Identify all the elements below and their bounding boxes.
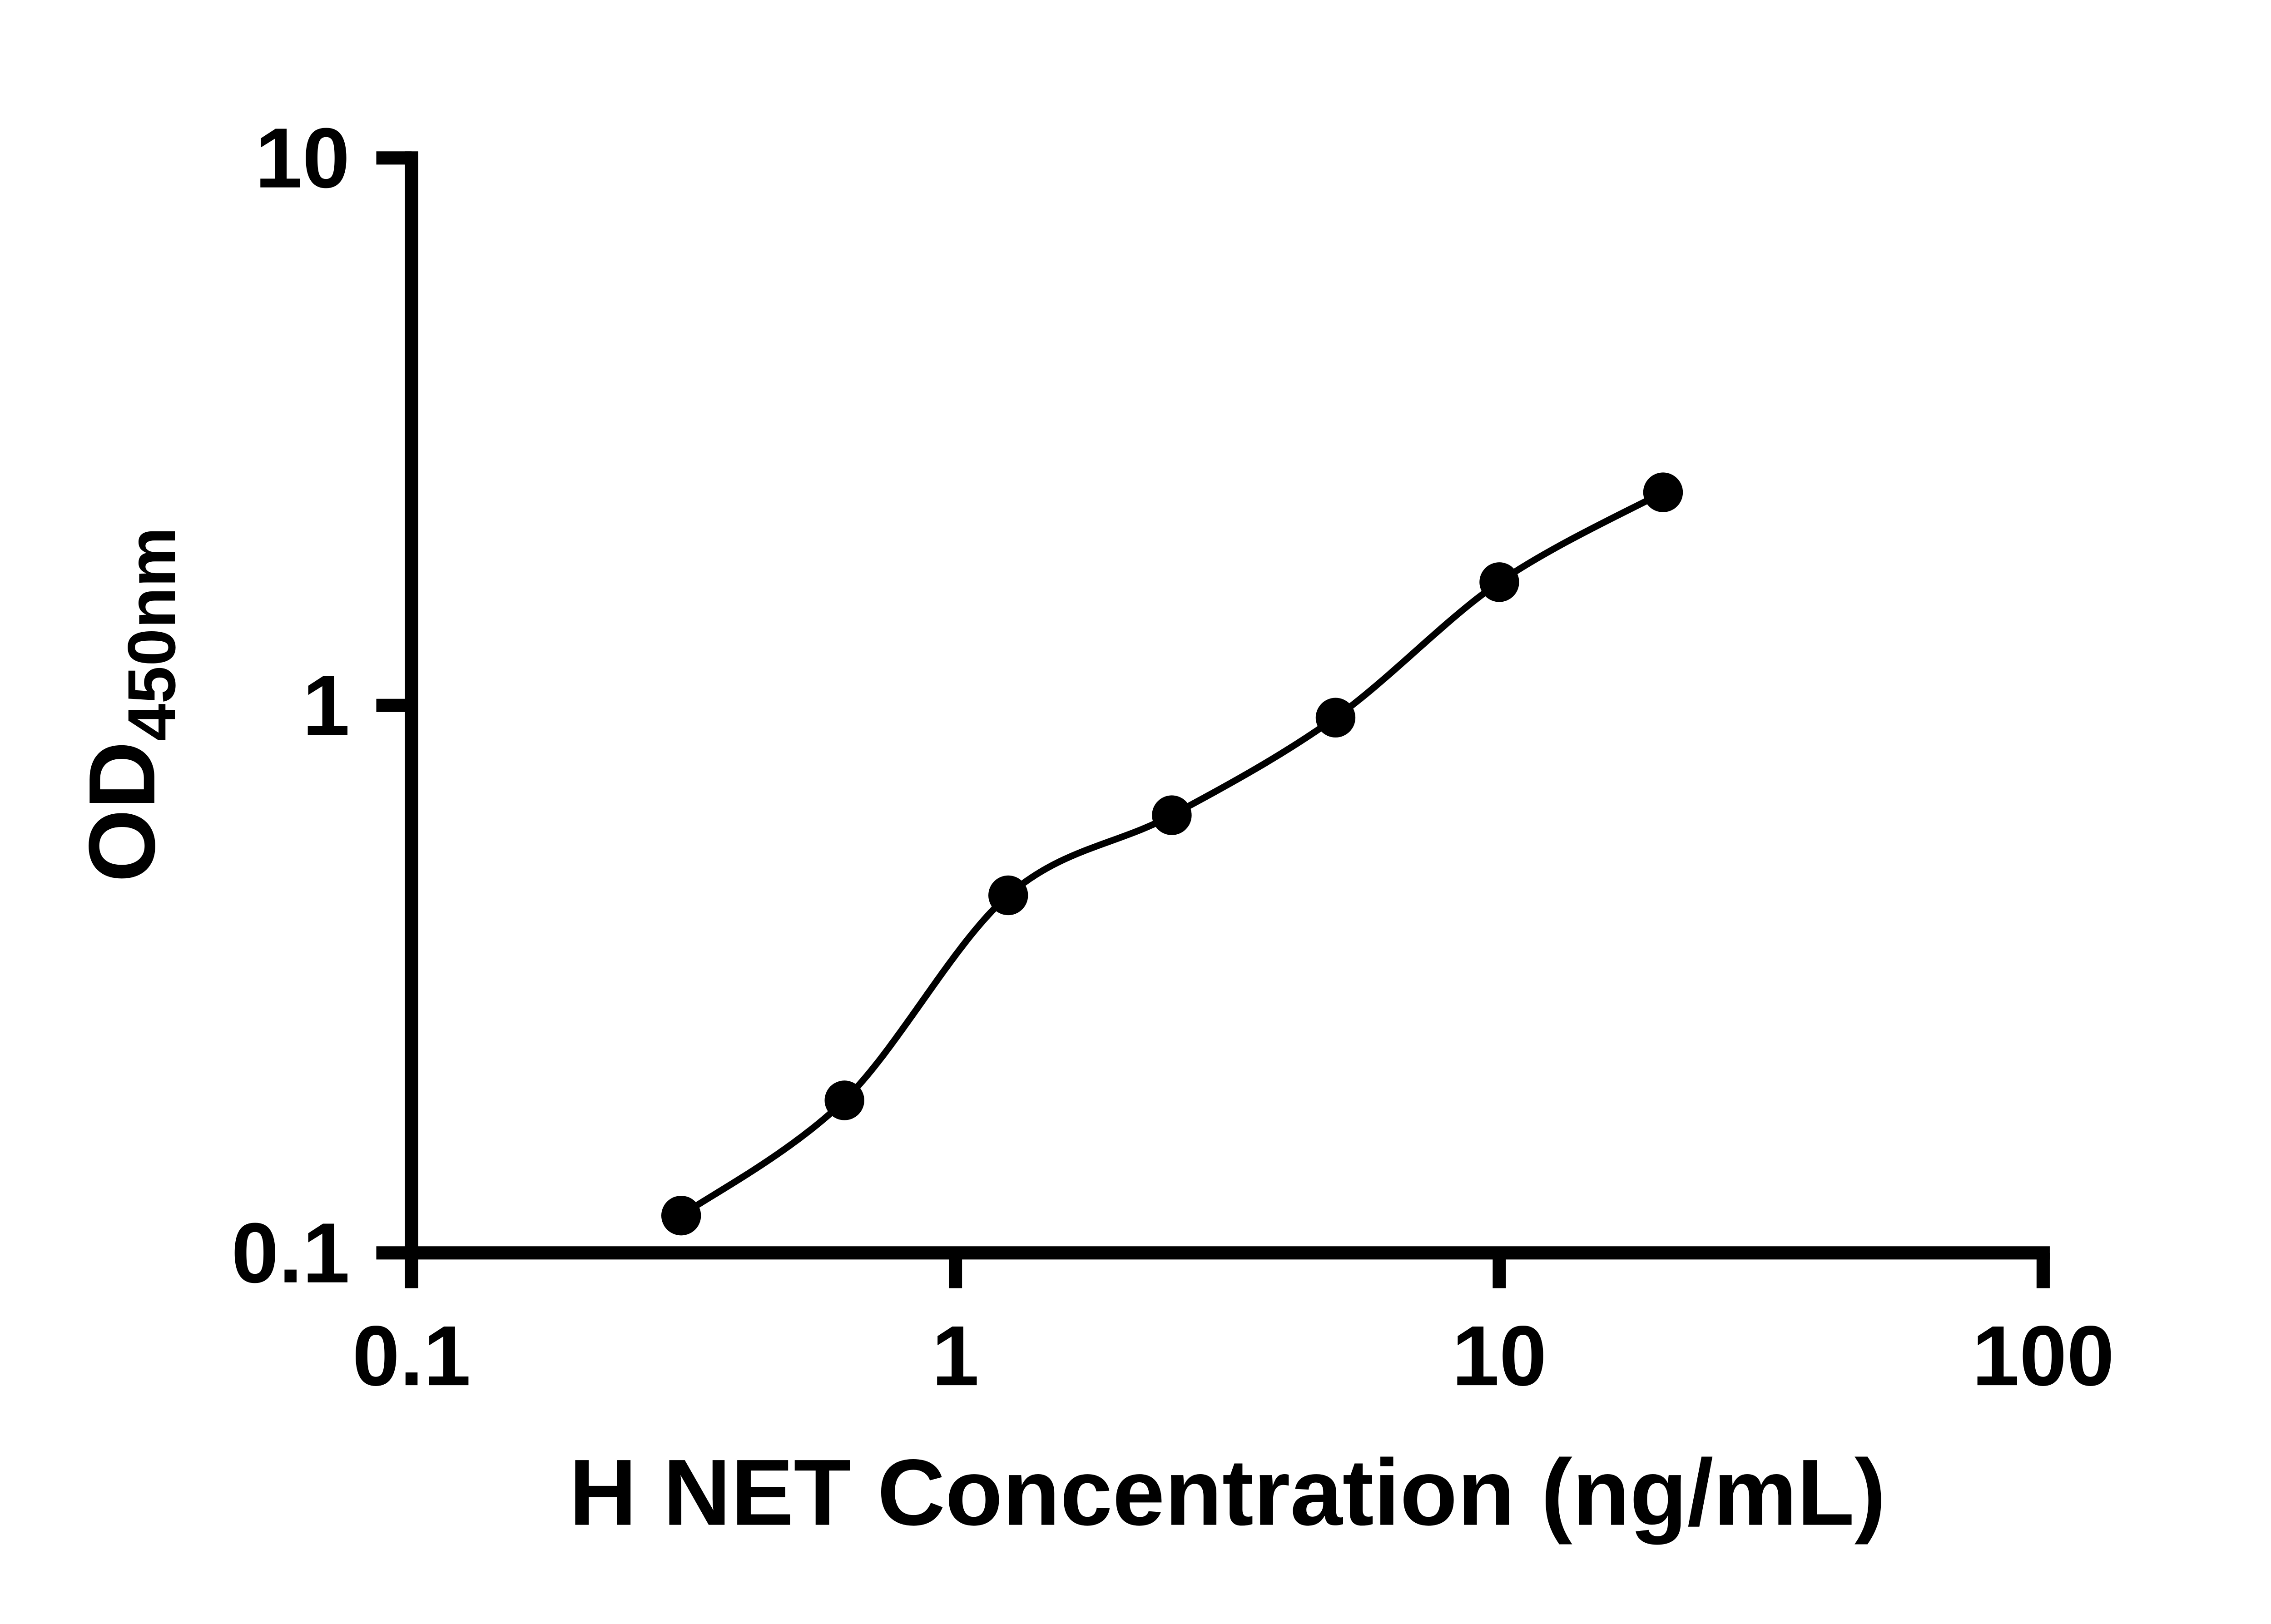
y-axis-title: OD450nm <box>69 527 189 882</box>
y-axis-title-subscript: 450nm <box>114 527 189 742</box>
data-point <box>988 875 1028 916</box>
data-point <box>824 1080 864 1120</box>
x-tick-label: 100 <box>1972 1308 2114 1403</box>
y-axis-title-main: OD <box>69 741 174 882</box>
x-tick-label: 10 <box>1452 1308 1547 1403</box>
x-tick-label: 1 <box>932 1308 979 1403</box>
data-point <box>661 1195 701 1236</box>
data-point <box>1152 795 1192 835</box>
x-axis-title: H NET Concentration (ng/mL) <box>569 1440 1886 1545</box>
data-point <box>1479 562 1519 602</box>
y-tick-label: 10 <box>255 110 350 206</box>
y-tick-label: 1 <box>302 658 350 753</box>
data-point <box>1315 698 1356 738</box>
data-point <box>1643 472 1683 512</box>
y-tick-label: 0.1 <box>231 1205 350 1301</box>
x-tick-label: 0.1 <box>352 1308 471 1403</box>
